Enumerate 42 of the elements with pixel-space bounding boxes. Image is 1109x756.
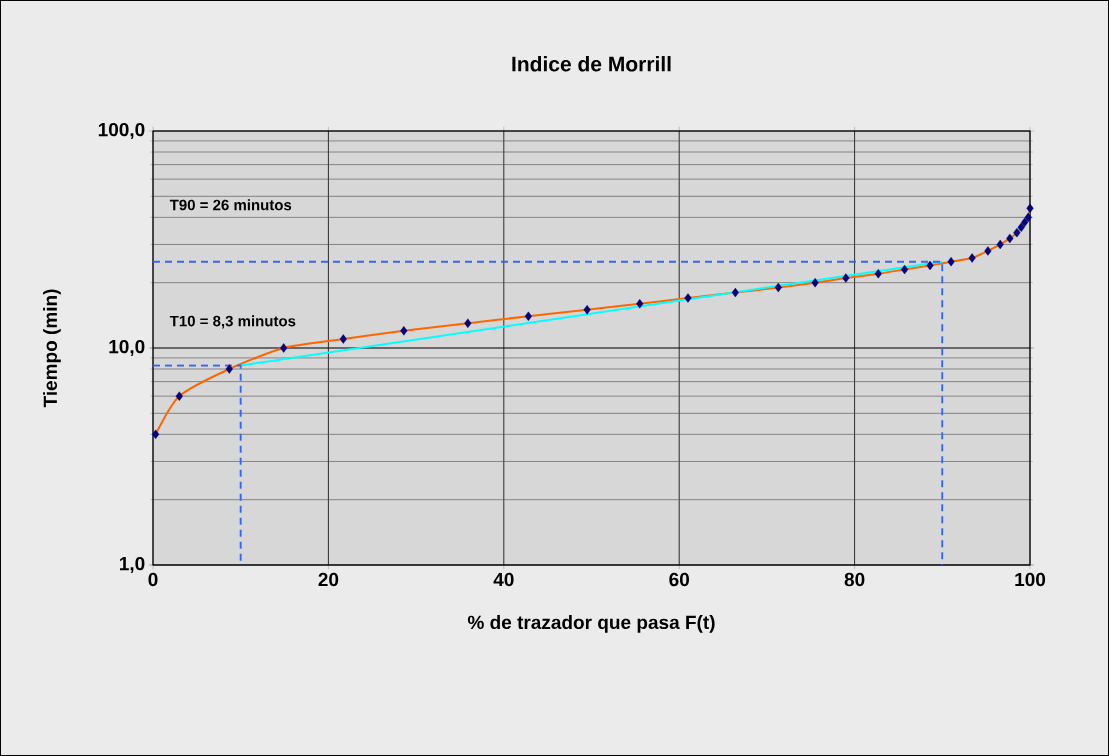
- point: [175, 391, 183, 401]
- y-tick-label: 100,0: [98, 122, 145, 140]
- point: [464, 318, 472, 328]
- point: [774, 282, 782, 293]
- point: [874, 269, 882, 279]
- x-tick-label: 80: [844, 572, 865, 587]
- point: [583, 305, 591, 315]
- x-axis-title: % de trazador que pasa F(t): [467, 615, 715, 633]
- point: [152, 429, 160, 440]
- chart-title: Indice de Morrill: [512, 56, 671, 72]
- y-tick-label: 10,0: [109, 339, 145, 357]
- point: [339, 334, 347, 344]
- point: [984, 246, 992, 256]
- point: [1017, 222, 1025, 232]
- point: [280, 343, 288, 353]
- point: [901, 264, 909, 275]
- annotation: T10 = 8,3 minutos: [169, 315, 296, 329]
- point: [947, 256, 955, 267]
- y-tick-label: 1,0: [119, 556, 145, 574]
- point: [400, 326, 408, 336]
- point: [996, 239, 1004, 250]
- x-tick-label: 40: [493, 572, 514, 587]
- point: [1024, 212, 1032, 223]
- x-tick-label: 60: [669, 572, 689, 587]
- point: [731, 287, 739, 298]
- point: [1026, 203, 1034, 214]
- annotation: T90 = 26 minutos: [169, 199, 292, 211]
- x-tick-label: 20: [318, 572, 339, 587]
- point: [926, 260, 934, 271]
- point: [968, 253, 976, 263]
- x-tick-label: 0: [148, 572, 158, 587]
- point: [636, 299, 644, 309]
- point: [684, 293, 692, 303]
- point: [524, 311, 532, 321]
- point: [1021, 217, 1029, 227]
- point: [1006, 233, 1014, 244]
- point: [225, 364, 233, 374]
- y-axis-title: Tiempo (min): [43, 289, 61, 408]
- point: [842, 273, 850, 283]
- point: [1013, 227, 1021, 238]
- x-tick-label: 100: [1015, 572, 1046, 587]
- point: [811, 277, 819, 288]
